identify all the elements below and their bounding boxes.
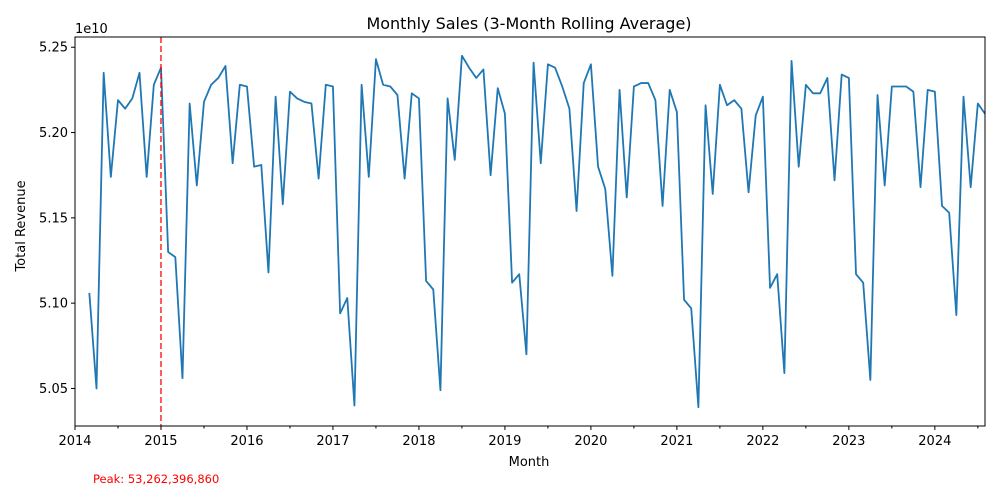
y-axis-multiplier: 1e10 xyxy=(75,22,108,37)
y-tick-label: 5.25 xyxy=(39,41,68,56)
x-tick-label: 2014 xyxy=(58,434,91,449)
x-tick-label: 2015 xyxy=(144,434,177,449)
peak-annotation: Peak: 53,262,396,860 xyxy=(93,472,219,486)
x-tick-label: 2023 xyxy=(832,434,865,449)
x-tick-label: 2024 xyxy=(918,434,951,449)
x-tick-label: 2017 xyxy=(316,434,349,449)
series-line-0 xyxy=(88,54,986,409)
x-tick-label: 2018 xyxy=(402,434,435,449)
x-axis: 2014 2015 2016 2017 2018 2019 2020 2021 2022 2023… xyxy=(58,426,979,449)
x-tick-label: 2022 xyxy=(746,434,779,449)
chart-title: Monthly Sales (3-Month Rolling Average) xyxy=(366,14,691,33)
y-tick-label: 5.15 xyxy=(39,211,68,226)
x-tick-label: 2020 xyxy=(574,434,607,449)
y-axis-title: Total Revenue xyxy=(14,180,29,272)
x-tick-label: 2021 xyxy=(660,434,693,449)
y-tick-label: 5.05 xyxy=(39,382,68,397)
x-tick-label: 2016 xyxy=(230,434,263,449)
x-axis-title: Month xyxy=(509,455,550,470)
y-axis: 5.05 5.10 5.15 5.20 5.25 xyxy=(39,41,75,397)
axes-frame xyxy=(74,36,986,427)
plot-area xyxy=(88,37,986,426)
y-tick-label: 5.10 xyxy=(39,297,68,312)
x-tick-label: 2019 xyxy=(488,434,521,449)
y-tick-label: 5.20 xyxy=(39,126,68,141)
